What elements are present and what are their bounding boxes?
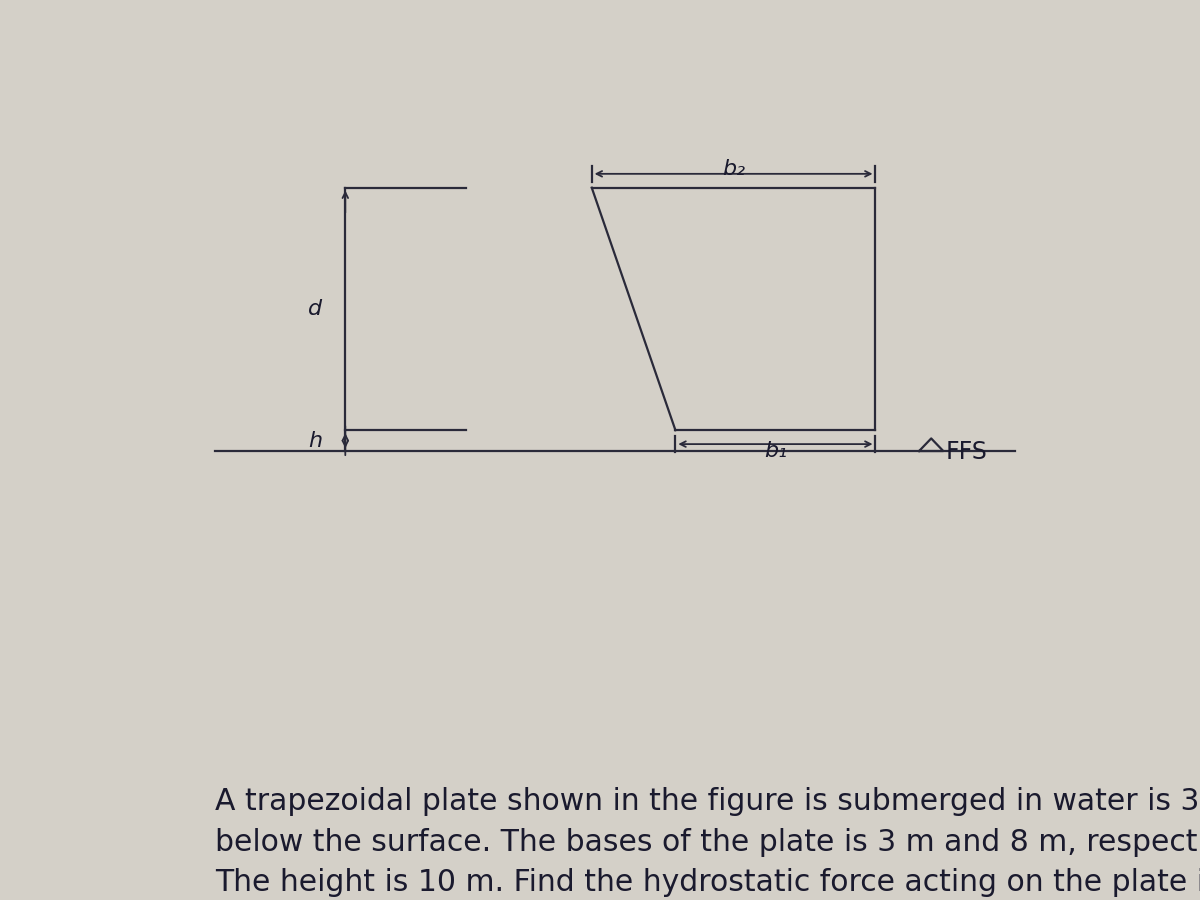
- Text: b₁: b₁: [764, 441, 787, 462]
- Text: FFS: FFS: [946, 439, 988, 464]
- Text: h: h: [308, 430, 322, 451]
- Text: d: d: [308, 299, 322, 319]
- Text: A trapezoidal plate shown in the figure is submerged in water is 3.3 m
below the: A trapezoidal plate shown in the figure …: [215, 788, 1200, 900]
- Text: b₂: b₂: [722, 158, 745, 178]
